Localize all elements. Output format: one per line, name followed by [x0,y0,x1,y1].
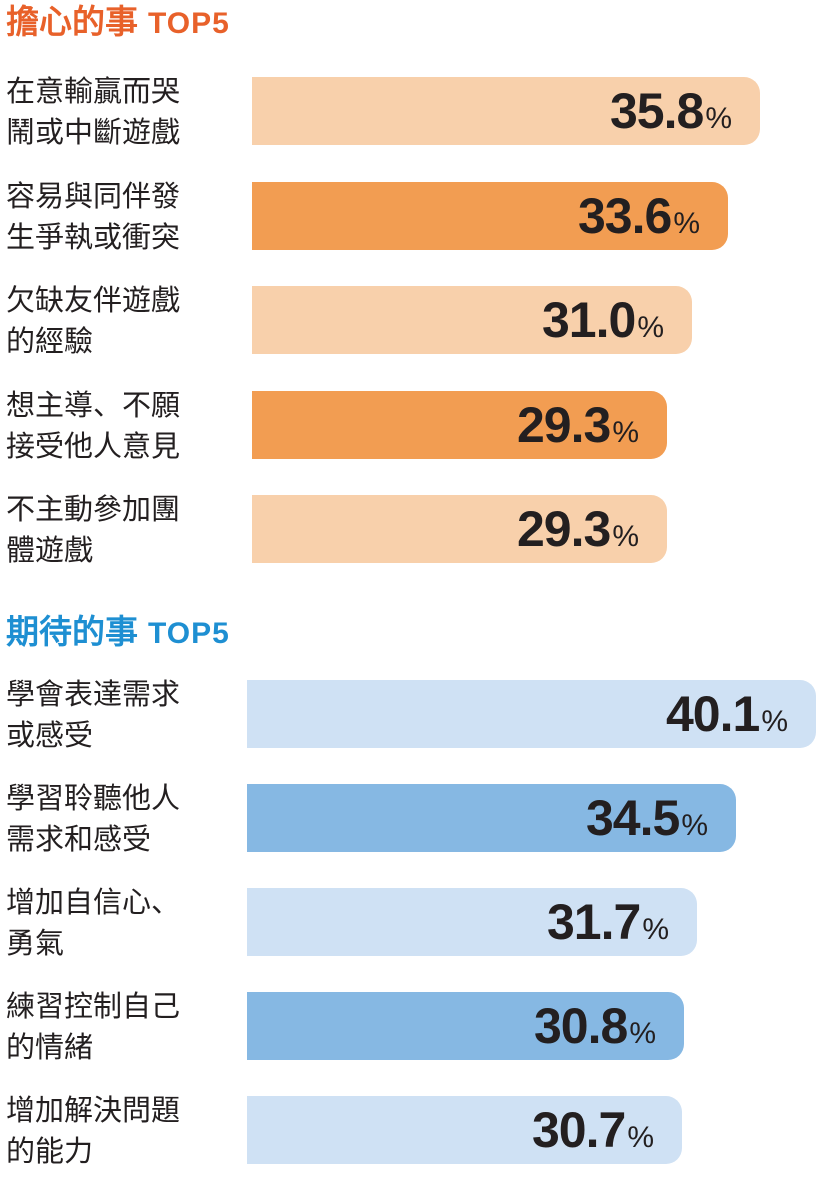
expect-bar-value-label: 31.7% [547,894,669,958]
worry-category-label-line: 容易與同伴發 [6,178,181,213]
expect-bar-value-unit: % [627,1121,654,1154]
worry-category-label: 想主導、不願 接受他人意見 [6,385,236,467]
expect-category-label-line: 練習控制自己 [6,989,181,1023]
worry-bar-value-unit: % [612,520,639,553]
worry-bar-value-label: 33.6% [578,188,700,252]
expect-category-label-line: 增加自信心、 [6,885,181,919]
worry-bar-value-label: 31.0% [542,292,664,356]
expect-bar: 30.8% [247,992,684,1060]
worry-category-label-line: 生爭執或衝突 [6,219,181,254]
worry-category-label-line: 不主動參加團 [6,492,181,526]
expect-bar-value-unit: % [642,913,669,946]
worry-bar: 35.8% [252,77,760,145]
worry-section-title: 擔心的事 TOP5 [6,2,230,41]
expect-bar-value-label: 30.7% [532,1102,654,1166]
expect-bar-value-label: 40.1% [666,686,788,750]
expect-category-label-line: 或感受 [6,718,94,752]
worry-category-label: 不主動參加團 體遊戲 [6,489,236,571]
worry-category-label-line: 鬧或中斷遊戲 [6,115,181,149]
worry-bar: 29.3% [252,495,667,563]
expect-bar-value-unit: % [629,1017,656,1050]
worry-bar-value-number: 33.6 [577,187,672,244]
expect-bar-value-number: 40.1 [665,686,760,742]
expect-category-label: 學會表達需求 或感受 [6,674,236,756]
worry-category-label-line: 欠缺友伴遊戲 [6,283,181,317]
worry-category-label-line: 在意輸贏而哭 [6,74,181,108]
worry-bar-value-unit: % [637,311,664,344]
expect-category-label: 練習控制自己 的情緒 [6,986,236,1068]
worry-bar: 31.0% [252,286,692,354]
worry-category-label: 在意輸贏而哭 鬧或中斷遊戲 [6,71,236,153]
expect-bar: 40.1% [247,680,816,748]
worry-bar-value-label: 29.3% [517,397,639,461]
expect-bar-value-label: 30.8% [534,998,656,1062]
expect-bar: 31.7% [247,888,697,956]
expect-category-label-line: 學會表達需求 [6,677,181,711]
worry-category-label-line: 接受他人意見 [6,428,181,463]
expect-category-label: 增加自信心、 勇氣 [6,882,236,964]
worry-category-label: 容易與同伴發 生爭執或衝突 [6,176,236,258]
worry-bar: 33.6% [252,181,728,252]
worry-bar-value-unit: % [612,415,639,449]
expect-category-label-line: 需求和感受 [6,822,152,856]
expect-bar-value-number: 34.5 [585,790,680,846]
expect-bar: 34.5% [247,784,736,852]
worry-category-label-line: 體遊戲 [6,533,94,567]
expect-category-label-line: 的情緒 [6,1030,94,1064]
expect-category-label: 增加解決問題 的能力 [6,1090,236,1172]
expect-category-label-line: 增加解決問題 [6,1093,181,1127]
expect-bar-value-unit: % [761,705,788,738]
expect-bar-value-number: 31.7 [546,894,641,950]
worry-bar-value-number: 31.0 [541,292,636,348]
worry-bar-value-label: 29.3% [517,501,639,565]
worry-bar-value-number: 35.8 [609,83,704,139]
expect-bar-value-number: 30.8 [533,998,628,1054]
worry-bar-value-number: 29.3 [516,501,611,557]
expect-bar: 30.7% [247,1096,682,1164]
worry-category-label-line: 的經驗 [6,324,94,358]
expect-bar-value-label: 34.5% [586,790,708,854]
expect-category-label-line: 學習聆聽他人 [6,781,181,815]
expect-section-title: 期待的事 TOP5 [6,612,230,651]
worry-bar: 29.3% [252,390,667,461]
worry-bar-value-unit: % [705,102,732,135]
worry-category-label: 欠缺友伴遊戲 的經驗 [6,280,236,362]
expect-category-label: 學習聆聽他人 需求和感受 [6,778,236,860]
expect-category-label-line: 勇氣 [6,926,65,960]
expect-category-label-line: 的能力 [6,1134,94,1168]
worry-bar-value-unit: % [673,206,700,240]
worry-category-label-line: 想主導、不願 [6,387,181,422]
expect-bar-value-unit: % [681,809,708,842]
expect-bar-value-number: 30.7 [531,1102,626,1158]
worry-bar-value-number: 29.3 [516,396,611,453]
worry-bar-value-label: 35.8% [610,83,732,147]
